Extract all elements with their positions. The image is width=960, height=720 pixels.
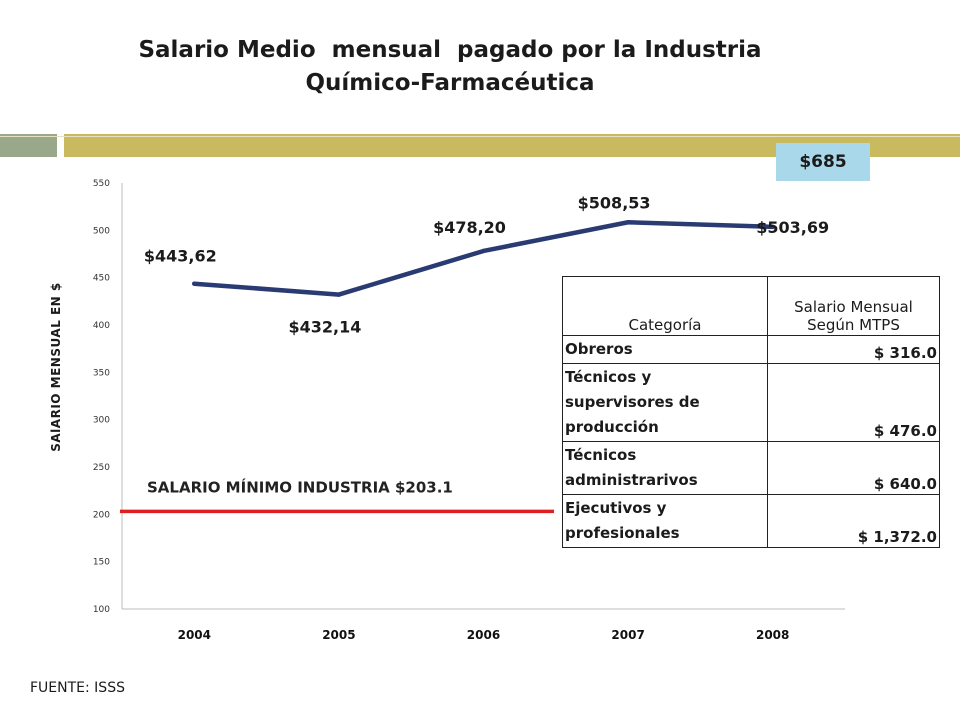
y-axis-label: SAlARIO MENSUAL EN $ [49, 282, 63, 452]
decorative-divider [0, 136, 960, 137]
y-tick-label: 450 [93, 274, 110, 284]
x-tick-label: 2008 [756, 628, 789, 642]
decorative-bar-green [0, 134, 57, 157]
y-tick-label: 200 [93, 510, 110, 520]
mtps-salary-table: Categoría Salario Mensual Según MTPS Obr… [562, 276, 940, 548]
data-label: $478,20 [433, 218, 506, 237]
page-title: Salario Medio mensual pagado por la Indu… [0, 34, 900, 100]
y-tick-label: 350 [93, 368, 110, 378]
table-cell-category: Técnicos administrarivos [562, 441, 768, 495]
decorative-bar-gold [64, 134, 960, 157]
highlight-value-box: $685 [776, 143, 870, 181]
table-row: Técnicos y supervisores de producción $ … [562, 363, 940, 442]
y-tick-label: 100 [93, 605, 110, 615]
table-header-category: Categoría [562, 276, 768, 336]
table-cell-salary: $ 316.0 [767, 335, 940, 364]
table-row: Técnicos administrarivos $ 640.0 [562, 441, 940, 495]
y-tick-label: 150 [93, 558, 110, 568]
title-line-1: Salario Medio mensual pagado por la Indu… [138, 37, 762, 63]
minimum-wage-label: SALARIO MÍNIMO INDUSTRIA $203.1 [147, 477, 453, 496]
table-cell-category: Ejecutivos y profesionales [562, 494, 768, 548]
data-point [192, 281, 197, 286]
table-cell-salary: $ 476.0 [767, 363, 940, 442]
x-tick-label: 2004 [178, 628, 211, 642]
y-tick-label: 400 [93, 321, 110, 331]
table-cell-category: Técnicos y supervisores de producción [562, 363, 768, 442]
table-cell-category: Obreros [562, 335, 768, 364]
table-cell-salary: $ 1,372.0 [767, 494, 940, 548]
x-tick-label: 2005 [322, 628, 355, 642]
data-label: $503,69 [756, 218, 829, 237]
y-tick-label: 300 [93, 416, 110, 426]
data-label: $432,14 [288, 318, 361, 337]
table-cell-salary: $ 640.0 [767, 441, 940, 495]
y-tick-label: 250 [93, 463, 110, 473]
y-tick-label: 550 [93, 179, 110, 189]
data-point [625, 220, 631, 225]
y-tick-label: 500 [93, 226, 110, 236]
x-tick-label: 2006 [467, 628, 500, 642]
table-header-salary: Salario Mensual Según MTPS [767, 276, 940, 336]
data-label: $443,62 [144, 247, 217, 266]
title-line-2: Químico-Farmacéutica [305, 70, 595, 96]
data-label: $508,53 [578, 193, 651, 212]
table-row: Obreros $ 316.0 [562, 335, 940, 364]
data-point [336, 292, 342, 297]
x-tick-label: 2007 [611, 628, 644, 642]
table-header-row: Categoría Salario Mensual Según MTPS [562, 276, 940, 336]
data-point [770, 224, 775, 230]
source-note: FUENTE: ISSS [30, 680, 125, 696]
table-row: Ejecutivos y profesionales $ 1,372.0 [562, 494, 940, 548]
data-point [481, 248, 486, 254]
